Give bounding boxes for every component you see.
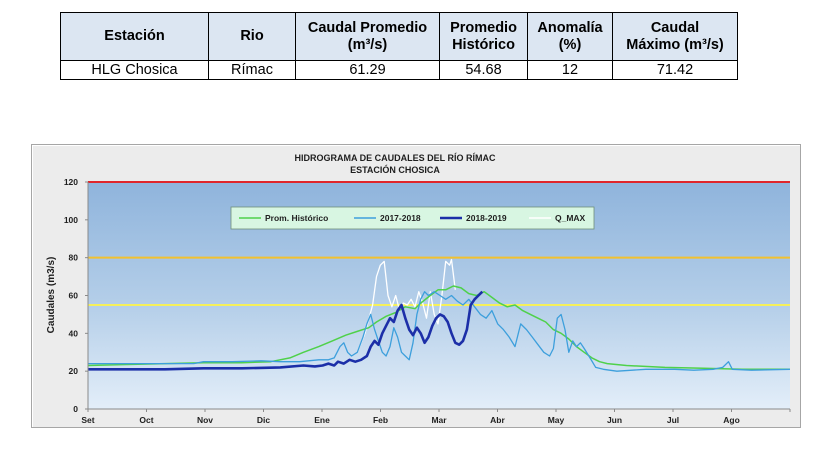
cell-max-flow: 71.42 [612, 60, 738, 80]
series-lines [87, 258, 791, 372]
y-tick-label: 80 [69, 253, 79, 263]
x-tick-label: Oct [139, 415, 153, 425]
x-tick-label: Ago [723, 415, 740, 425]
chart-title: HIDROGRAMA DE CAUDALES DEL RÍO RÍMAC [294, 153, 496, 163]
header-river: Rio [208, 12, 296, 61]
cell-anomaly: 12 [527, 60, 613, 80]
y-axis-label: Caudales (m3/s) [46, 257, 57, 334]
series-line-q-max [356, 258, 456, 353]
header-anomaly: Anomalía (%) [527, 12, 613, 61]
cell-historic-avg: 54.68 [439, 60, 528, 80]
x-tick-label: Jun [607, 415, 622, 425]
y-tick-label: 100 [64, 215, 78, 225]
x-tick-label: Jul [667, 415, 679, 425]
cell-river: Rímac [208, 60, 296, 80]
x-tick-label: May [548, 415, 565, 425]
header-station: Estación [60, 12, 209, 61]
legend: Prom. Histórico 2017-2018 2018-2019 Q_MAX [230, 206, 595, 230]
y-tick-label: 40 [69, 328, 79, 338]
header-avg-flow: Caudal Promedio (m³/s) [295, 12, 440, 61]
legend-label: 2018-2019 [466, 213, 507, 223]
chart-subtitle: ESTACIÓN CHOSICA [350, 164, 440, 175]
y-axis-ticks: 0 20 40 60 80 100 120 [64, 177, 88, 414]
x-tick-label: Set [81, 415, 94, 425]
x-tick-label: Ene [314, 415, 330, 425]
table-row: HLG Chosica Rímac 61.29 54.68 12 71.42 [60, 60, 738, 80]
x-tick-label: Dic [257, 415, 271, 425]
chart-canvas: HIDROGRAMA DE CAUDALES DEL RÍO RÍMAC EST… [33, 146, 800, 427]
x-tick-label: Mar [431, 415, 447, 425]
legend-box [230, 206, 595, 230]
x-tick-label: Nov [197, 415, 213, 425]
cell-avg-flow: 61.29 [295, 60, 440, 80]
series-line-2018-2019 [88, 290, 484, 371]
cell-station: HLG Chosica [60, 60, 209, 80]
stats-table: Estación Rio Caudal Promedio (m³/s) Prome… [60, 12, 738, 80]
header-max-flow: Caudal Máximo (m³/s) [612, 12, 738, 61]
series-line-prom-hist-rico [87, 285, 790, 371]
y-tick-label: 120 [64, 177, 78, 187]
y-tick-label: 20 [69, 366, 79, 376]
series-line-2017-2018 [88, 291, 791, 372]
table-header-row: Estación Rio Caudal Promedio (m³/s) Prome… [60, 12, 738, 61]
x-axis-ticks: Set Oct Nov Dic Ene Feb Mar Abr May Jun Jul Ago [81, 409, 791, 425]
x-tick-label: Abr [490, 415, 505, 425]
legend-label: 2017-2018 [380, 213, 421, 223]
header-historic-avg: Promedio Histórico [439, 12, 528, 61]
y-tick-label: 0 [73, 404, 78, 414]
legend-label: Prom. Histórico [265, 213, 328, 223]
hydrograph-chart: HIDROGRAMA DE CAUDALES DEL RÍO RÍMAC EST… [31, 144, 801, 428]
x-tick-label: Feb [373, 415, 388, 425]
y-tick-label: 60 [69, 291, 79, 301]
reference-lines [88, 181, 790, 306]
legend-label: Q_MAX [555, 213, 586, 223]
